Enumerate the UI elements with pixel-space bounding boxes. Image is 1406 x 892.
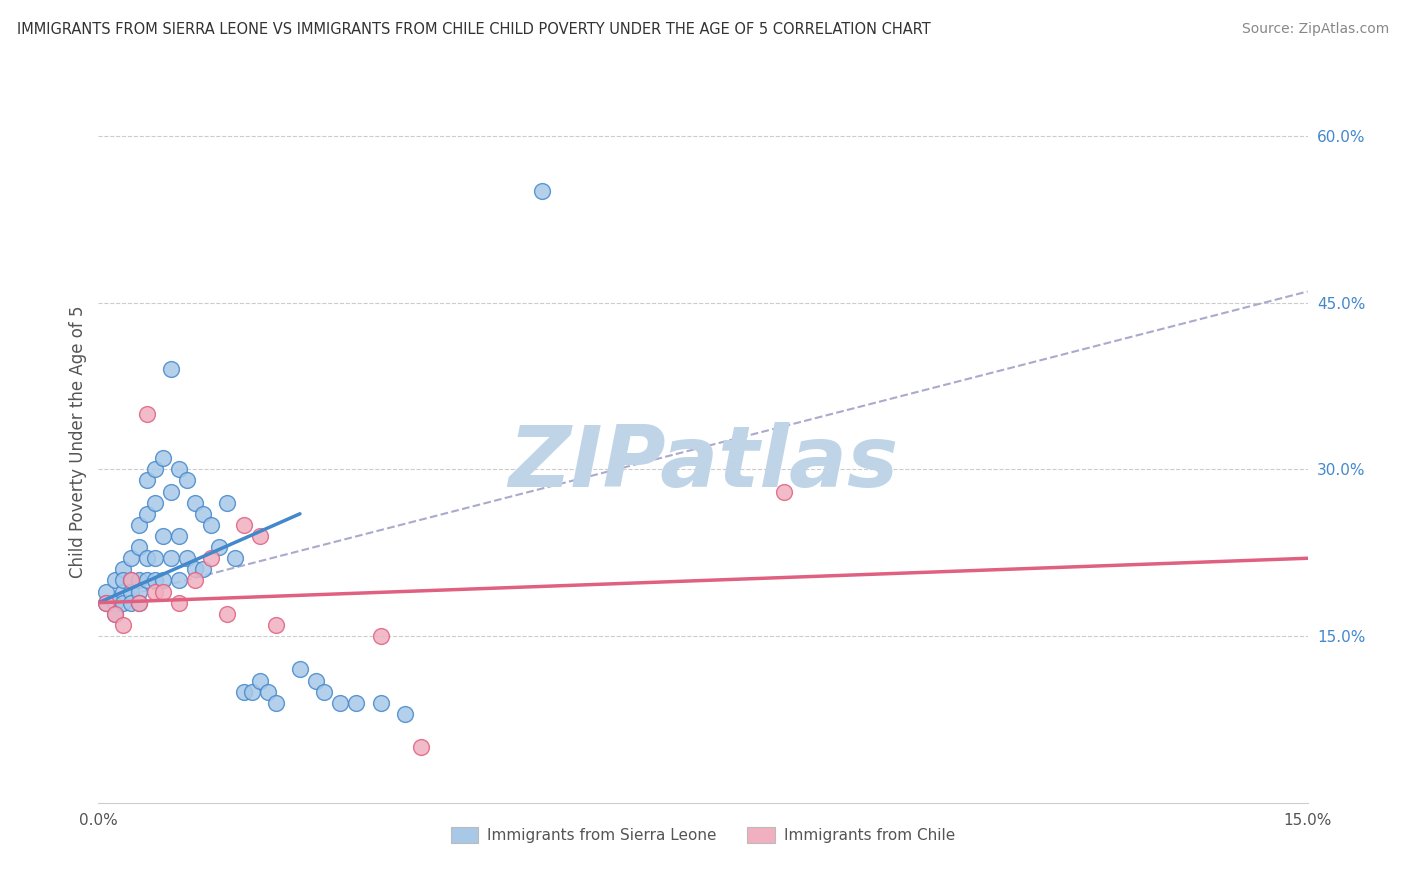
Point	[184, 574, 207, 588]
Point	[193, 562, 215, 576]
Point	[530, 185, 553, 199]
Point	[370, 629, 392, 643]
Point	[167, 574, 190, 588]
Point	[128, 517, 150, 532]
Point	[217, 607, 239, 621]
Point	[152, 451, 174, 466]
Point	[128, 596, 150, 610]
Point	[135, 574, 157, 588]
Point	[135, 407, 157, 421]
Point	[240, 684, 263, 698]
Point	[111, 584, 134, 599]
Text: Source: ZipAtlas.com: Source: ZipAtlas.com	[1241, 22, 1389, 37]
Point	[184, 562, 207, 576]
Point	[135, 507, 157, 521]
Text: ZIPatlas: ZIPatlas	[508, 422, 898, 505]
Point	[120, 574, 142, 588]
Point	[232, 517, 254, 532]
Point	[96, 596, 118, 610]
Point	[143, 496, 166, 510]
Point	[120, 574, 142, 588]
Point	[103, 574, 125, 588]
Point	[305, 673, 328, 688]
Point	[160, 484, 183, 499]
Point	[135, 551, 157, 566]
Point	[167, 596, 190, 610]
Point	[143, 462, 166, 476]
Point	[217, 496, 239, 510]
Point	[249, 673, 271, 688]
Point	[160, 362, 183, 376]
Point	[256, 684, 278, 698]
Point	[224, 551, 246, 566]
Point	[103, 596, 125, 610]
Point	[111, 562, 134, 576]
Point	[103, 607, 125, 621]
Point	[128, 584, 150, 599]
Point	[208, 540, 231, 554]
Point	[152, 529, 174, 543]
Point	[329, 696, 352, 710]
Legend: Immigrants from Sierra Leone, Immigrants from Chile: Immigrants from Sierra Leone, Immigrants…	[444, 822, 962, 849]
Point	[135, 474, 157, 488]
Point	[193, 507, 215, 521]
Point	[264, 696, 287, 710]
Point	[111, 596, 134, 610]
Point	[772, 484, 794, 499]
Point	[232, 684, 254, 698]
Point	[152, 584, 174, 599]
Point	[176, 551, 198, 566]
Point	[370, 696, 392, 710]
Point	[288, 662, 311, 676]
Point	[409, 740, 432, 755]
Point	[96, 584, 118, 599]
Point	[128, 540, 150, 554]
Point	[143, 584, 166, 599]
Point	[167, 462, 190, 476]
Point	[128, 596, 150, 610]
Point	[143, 574, 166, 588]
Point	[314, 684, 336, 698]
Point	[200, 551, 222, 566]
Point	[167, 529, 190, 543]
Point	[111, 574, 134, 588]
Point	[152, 574, 174, 588]
Point	[184, 496, 207, 510]
Point	[120, 596, 142, 610]
Point	[200, 517, 222, 532]
Point	[344, 696, 367, 710]
Point	[264, 618, 287, 632]
Point	[120, 551, 142, 566]
Y-axis label: Child Poverty Under the Age of 5: Child Poverty Under the Age of 5	[69, 305, 87, 578]
Point	[111, 618, 134, 632]
Point	[160, 551, 183, 566]
Point	[394, 706, 416, 721]
Point	[120, 584, 142, 599]
Point	[128, 574, 150, 588]
Point	[176, 474, 198, 488]
Point	[96, 596, 118, 610]
Point	[249, 529, 271, 543]
Point	[103, 607, 125, 621]
Text: IMMIGRANTS FROM SIERRA LEONE VS IMMIGRANTS FROM CHILE CHILD POVERTY UNDER THE AG: IMMIGRANTS FROM SIERRA LEONE VS IMMIGRAN…	[17, 22, 931, 37]
Point	[143, 551, 166, 566]
